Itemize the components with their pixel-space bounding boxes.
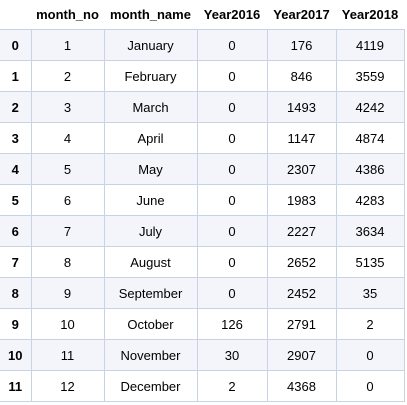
cell-month-name: October: [104, 308, 198, 340]
table-row: 8 9 September 0 2452 35: [0, 277, 405, 309]
header-row: month_no month_name Year2016 Year2017 Ye…: [0, 0, 405, 30]
cell-year2018: 0: [336, 339, 405, 371]
cell-year2016: 30: [197, 339, 268, 371]
cell-month-name: August: [104, 246, 198, 278]
cell-month-name: September: [104, 277, 198, 309]
row-index: 4: [0, 153, 32, 185]
cell-year2017: 2907: [267, 339, 337, 371]
row-index: 10: [0, 339, 32, 371]
cell-year2016: 0: [197, 153, 268, 185]
cell-year2017: 2452: [267, 277, 337, 309]
cell-year2017: 1147: [267, 122, 337, 154]
cell-month-no: 9: [31, 277, 105, 309]
table-row: 7 8 August 0 2652 5135: [0, 246, 405, 278]
cell-year2018: 0: [336, 370, 405, 402]
table-row: 6 7 July 0 2227 3634: [0, 215, 405, 247]
cell-month-no: 2: [31, 60, 105, 92]
cell-month-name: June: [104, 184, 198, 216]
cell-year2018: 2: [336, 308, 405, 340]
column-header-year2016: Year2016: [197, 0, 268, 30]
cell-month-no: 11: [31, 339, 105, 371]
cell-year2018: 4874: [336, 122, 405, 154]
row-index: 5: [0, 184, 32, 216]
cell-year2018: 4119: [336, 29, 405, 61]
cell-year2018: 4283: [336, 184, 405, 216]
row-index: 8: [0, 277, 32, 309]
row-index: 11: [0, 370, 32, 402]
row-index: 0: [0, 29, 32, 61]
cell-year2018: 4386: [336, 153, 405, 185]
cell-year2017: 1983: [267, 184, 337, 216]
cell-year2017: 2791: [267, 308, 337, 340]
cell-year2016: 126: [197, 308, 268, 340]
cell-month-name: November: [104, 339, 198, 371]
cell-month-no: 4: [31, 122, 105, 154]
cell-month-no: 10: [31, 308, 105, 340]
table-row: 11 12 December 2 4368 0: [0, 370, 405, 402]
cell-year2018: 3634: [336, 215, 405, 247]
cell-year2016: 0: [197, 91, 268, 123]
cell-year2016: 0: [197, 215, 268, 247]
cell-month-no: 1: [31, 29, 105, 61]
cell-year2016: 0: [197, 122, 268, 154]
row-index: 1: [0, 60, 32, 92]
row-index: 6: [0, 215, 32, 247]
column-header-year2017: Year2017: [267, 0, 337, 30]
cell-year2018: 5135: [336, 246, 405, 278]
cell-month-name: July: [104, 215, 198, 247]
cell-year2017: 4368: [267, 370, 337, 402]
cell-month-name: December: [104, 370, 198, 402]
column-header-year2018: Year2018: [336, 0, 405, 30]
cell-month-no: 7: [31, 215, 105, 247]
column-header-month-no: month_no: [31, 0, 105, 30]
cell-month-name: May: [104, 153, 198, 185]
cell-year2016: 2: [197, 370, 268, 402]
cell-month-no: 6: [31, 184, 105, 216]
cell-year2017: 176: [267, 29, 337, 61]
table-row: 4 5 May 0 2307 4386: [0, 153, 405, 185]
cell-year2018: 35: [336, 277, 405, 309]
cell-month-name: March: [104, 91, 198, 123]
cell-year2016: 0: [197, 246, 268, 278]
row-index: 7: [0, 246, 32, 278]
cell-month-name: April: [104, 122, 198, 154]
cell-year2016: 0: [197, 184, 268, 216]
table-row: 3 4 April 0 1147 4874: [0, 122, 405, 154]
cell-year2018: 4242: [336, 91, 405, 123]
cell-year2017: 2307: [267, 153, 337, 185]
table-row: 10 11 November 30 2907 0: [0, 339, 405, 371]
cell-year2017: 846: [267, 60, 337, 92]
table-row: 2 3 March 0 1493 4242: [0, 91, 405, 123]
cell-year2018: 3559: [336, 60, 405, 92]
cell-month-name: February: [104, 60, 198, 92]
row-index: 2: [0, 91, 32, 123]
cell-year2016: 0: [197, 277, 268, 309]
cell-month-no: 5: [31, 153, 105, 185]
cell-year2017: 1493: [267, 91, 337, 123]
cell-month-no: 8: [31, 246, 105, 278]
row-index: 9: [0, 308, 32, 340]
cell-month-no: 12: [31, 370, 105, 402]
cell-year2017: 2652: [267, 246, 337, 278]
cell-year2017: 2227: [267, 215, 337, 247]
row-index: 3: [0, 122, 32, 154]
column-header-month-name: month_name: [104, 0, 198, 30]
table-row: 1 2 February 0 846 3559: [0, 60, 405, 92]
table-row: 9 10 October 126 2791 2: [0, 308, 405, 340]
cell-month-name: January: [104, 29, 198, 61]
table-row: 0 1 January 0 176 4119: [0, 29, 405, 61]
cell-month-no: 3: [31, 91, 105, 123]
index-header: [0, 0, 32, 30]
cell-year2016: 0: [197, 29, 268, 61]
cell-year2016: 0: [197, 60, 268, 92]
table-row: 5 6 June 0 1983 4283: [0, 184, 405, 216]
